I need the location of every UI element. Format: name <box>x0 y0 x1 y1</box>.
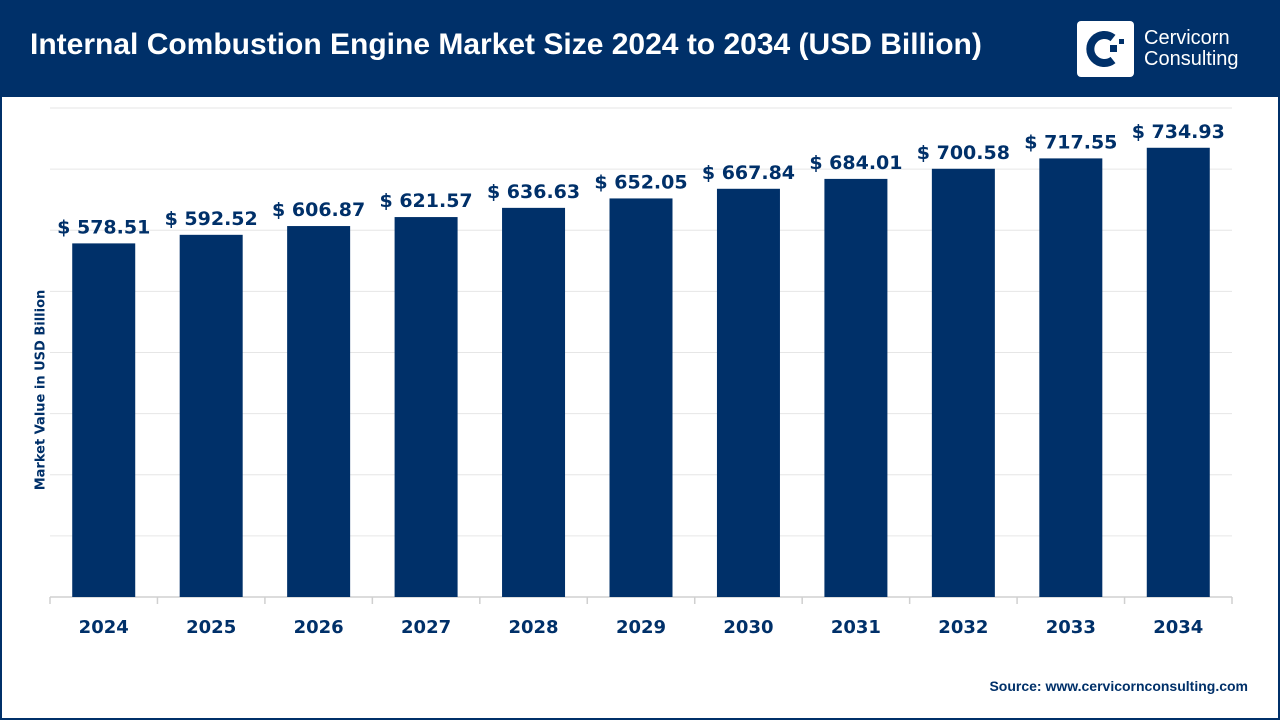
x-tick-label: 2025 <box>186 617 236 638</box>
data-label: $ 592.52 <box>165 208 258 230</box>
x-tick-label: 2027 <box>401 617 451 638</box>
x-tick-label: 2030 <box>723 617 773 638</box>
data-label: $ 734.93 <box>1132 121 1225 143</box>
x-tick-label: 2026 <box>294 617 344 638</box>
bar-2032 <box>931 168 995 597</box>
bar-2030 <box>716 188 780 597</box>
data-label: $ 684.01 <box>809 152 902 174</box>
x-tick-label: 2028 <box>508 617 558 638</box>
bar-2028 <box>502 207 566 597</box>
x-tick-label: 2029 <box>616 617 666 638</box>
data-label: $ 636.63 <box>487 181 580 203</box>
bar-2024 <box>72 243 136 598</box>
bar-2034 <box>1146 147 1210 597</box>
x-tick-label: 2032 <box>938 617 988 638</box>
logo-text-line1: Cervicorn <box>1144 27 1230 49</box>
data-label: $ 606.87 <box>272 199 365 221</box>
bar-2026 <box>287 226 351 597</box>
bar-2025 <box>179 234 243 597</box>
header-banner: Internal Combustion Engine Market Size 2… <box>0 0 1280 97</box>
data-label: $ 652.05 <box>594 171 687 193</box>
bar-2027 <box>394 217 458 597</box>
logo-mark-icon <box>1077 21 1134 77</box>
source-note: Source: www.cervicornconsulting.com <box>989 678 1248 694</box>
data-label: $ 667.84 <box>702 162 795 184</box>
chart-title: Internal Combustion Engine Market Size 2… <box>30 28 982 61</box>
bar-2029 <box>609 198 673 597</box>
bar-2031 <box>824 178 888 598</box>
cervicorn-logo: Cervicorn Consulting <box>1077 21 1239 77</box>
x-tick-label: 2024 <box>79 617 129 638</box>
logo-text-line2: Consulting <box>1144 48 1239 70</box>
x-tick-label: 2034 <box>1153 617 1203 638</box>
x-tick-label: 2033 <box>1046 617 1096 638</box>
data-label: $ 621.57 <box>380 190 473 212</box>
data-label: $ 578.51 <box>57 216 150 238</box>
x-tick-label: 2031 <box>831 617 881 638</box>
bar-2033 <box>1039 158 1103 597</box>
data-label: $ 717.55 <box>1024 131 1117 153</box>
data-label: $ 700.58 <box>917 142 1010 164</box>
